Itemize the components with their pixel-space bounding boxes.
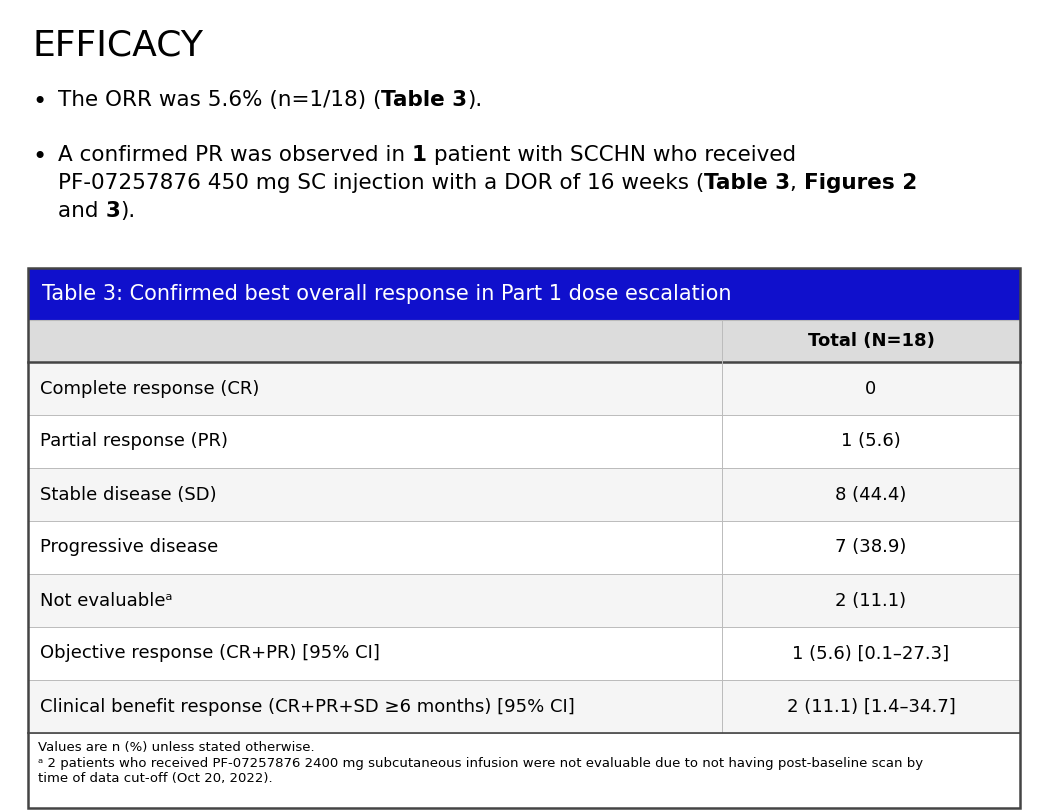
Text: PF-07257876 450 mg SC injection with a DOR of 16 weeks (: PF-07257876 450 mg SC injection with a D…	[58, 173, 704, 193]
Text: Complete response (CR): Complete response (CR)	[40, 380, 259, 398]
Bar	[28, 521, 1020, 574]
Text: Table 3: Table 3	[704, 173, 790, 193]
Text: Partial response (PR): Partial response (PR)	[40, 433, 228, 450]
Bar	[28, 268, 1020, 808]
Text: A confirmed PR was observed in: A confirmed PR was observed in	[58, 145, 412, 165]
Text: 1 (5.6): 1 (5.6)	[841, 433, 901, 450]
Text: EFFICACY: EFFICACY	[33, 28, 204, 62]
Bar	[28, 680, 1020, 733]
Text: Figures 2: Figures 2	[805, 173, 918, 193]
Bar	[28, 320, 1020, 362]
Text: Values are n (%) unless stated otherwise.: Values are n (%) unless stated otherwise…	[38, 741, 315, 754]
Text: ).: ).	[468, 90, 483, 110]
Bar	[28, 627, 1020, 680]
Text: Table 3: Table 3	[382, 90, 468, 110]
Text: Clinical benefit response (CR+PR+SD ≥6 months) [95% CI]: Clinical benefit response (CR+PR+SD ≥6 m…	[40, 697, 575, 715]
Text: 1: 1	[412, 145, 427, 165]
Text: Progressive disease: Progressive disease	[40, 539, 218, 556]
Text: Objective response (CR+PR) [95% CI]: Objective response (CR+PR) [95% CI]	[40, 645, 380, 663]
Bar	[28, 574, 1020, 627]
Text: and: and	[58, 201, 105, 221]
Text: 8 (44.4): 8 (44.4)	[835, 485, 906, 504]
Text: ᵃ 2 patients who received PF-07257876 2400 mg subcutaneous infusion were not eva: ᵃ 2 patients who received PF-07257876 24…	[38, 757, 923, 785]
Bar	[28, 733, 1020, 808]
Text: Table 3: Confirmed best overall response in Part 1 dose escalation: Table 3: Confirmed best overall response…	[42, 284, 731, 304]
Text: •: •	[33, 90, 46, 114]
Text: 3: 3	[105, 201, 121, 221]
Bar	[28, 415, 1020, 468]
Text: Not evaluableᵃ: Not evaluableᵃ	[40, 591, 172, 609]
Text: 1 (5.6) [0.1–27.3]: 1 (5.6) [0.1–27.3]	[792, 645, 949, 663]
Text: Total (N=18): Total (N=18)	[808, 332, 935, 350]
Bar	[28, 468, 1020, 521]
Text: The ORR was 5.6% (n=1/18) (: The ORR was 5.6% (n=1/18) (	[58, 90, 382, 110]
Text: 2 (11.1): 2 (11.1)	[835, 591, 906, 609]
Text: •: •	[33, 145, 46, 169]
Text: ).: ).	[121, 201, 135, 221]
Text: ,: ,	[790, 173, 805, 193]
Text: patient with SCCHN who received: patient with SCCHN who received	[427, 145, 796, 165]
Bar	[28, 268, 1020, 320]
Text: 7 (38.9): 7 (38.9)	[835, 539, 906, 556]
Text: 2 (11.1) [1.4–34.7]: 2 (11.1) [1.4–34.7]	[787, 697, 956, 715]
Text: 0: 0	[865, 380, 877, 398]
Text: Stable disease (SD): Stable disease (SD)	[40, 485, 217, 504]
Bar	[28, 362, 1020, 415]
